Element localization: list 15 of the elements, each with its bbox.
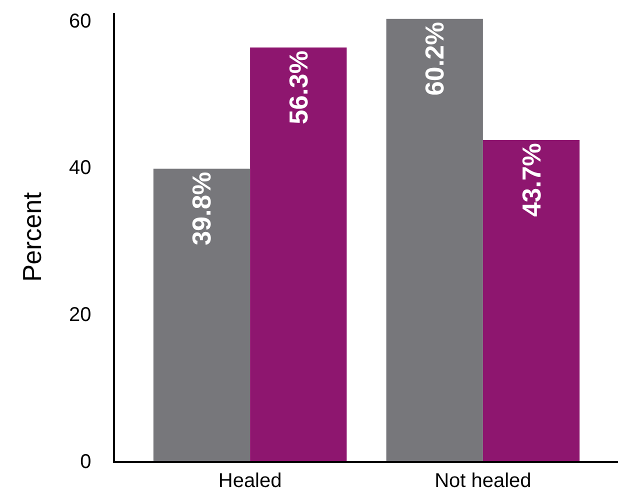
- data-label: 60.2%: [420, 22, 450, 96]
- bar: [386, 18, 483, 461]
- y-tick-label: 20: [69, 304, 92, 326]
- bar: [153, 168, 250, 461]
- y-tick-label: 0: [80, 451, 92, 473]
- data-label: 43.7%: [516, 143, 546, 217]
- x-tick-label: Healed: [218, 470, 282, 492]
- y-axis-title: Percent: [16, 191, 47, 282]
- y-tick-label: 60: [69, 10, 92, 32]
- data-label: 39.8%: [186, 172, 217, 246]
- data-label: 56.3%: [283, 50, 314, 124]
- bar: [250, 48, 347, 461]
- bar: [482, 140, 580, 461]
- y-tick-label: 40: [69, 157, 92, 180]
- x-tick-label: Not healed: [434, 470, 532, 492]
